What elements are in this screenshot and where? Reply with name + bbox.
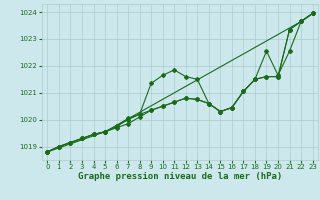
X-axis label: Graphe pression niveau de la mer (hPa): Graphe pression niveau de la mer (hPa) bbox=[78, 172, 282, 181]
